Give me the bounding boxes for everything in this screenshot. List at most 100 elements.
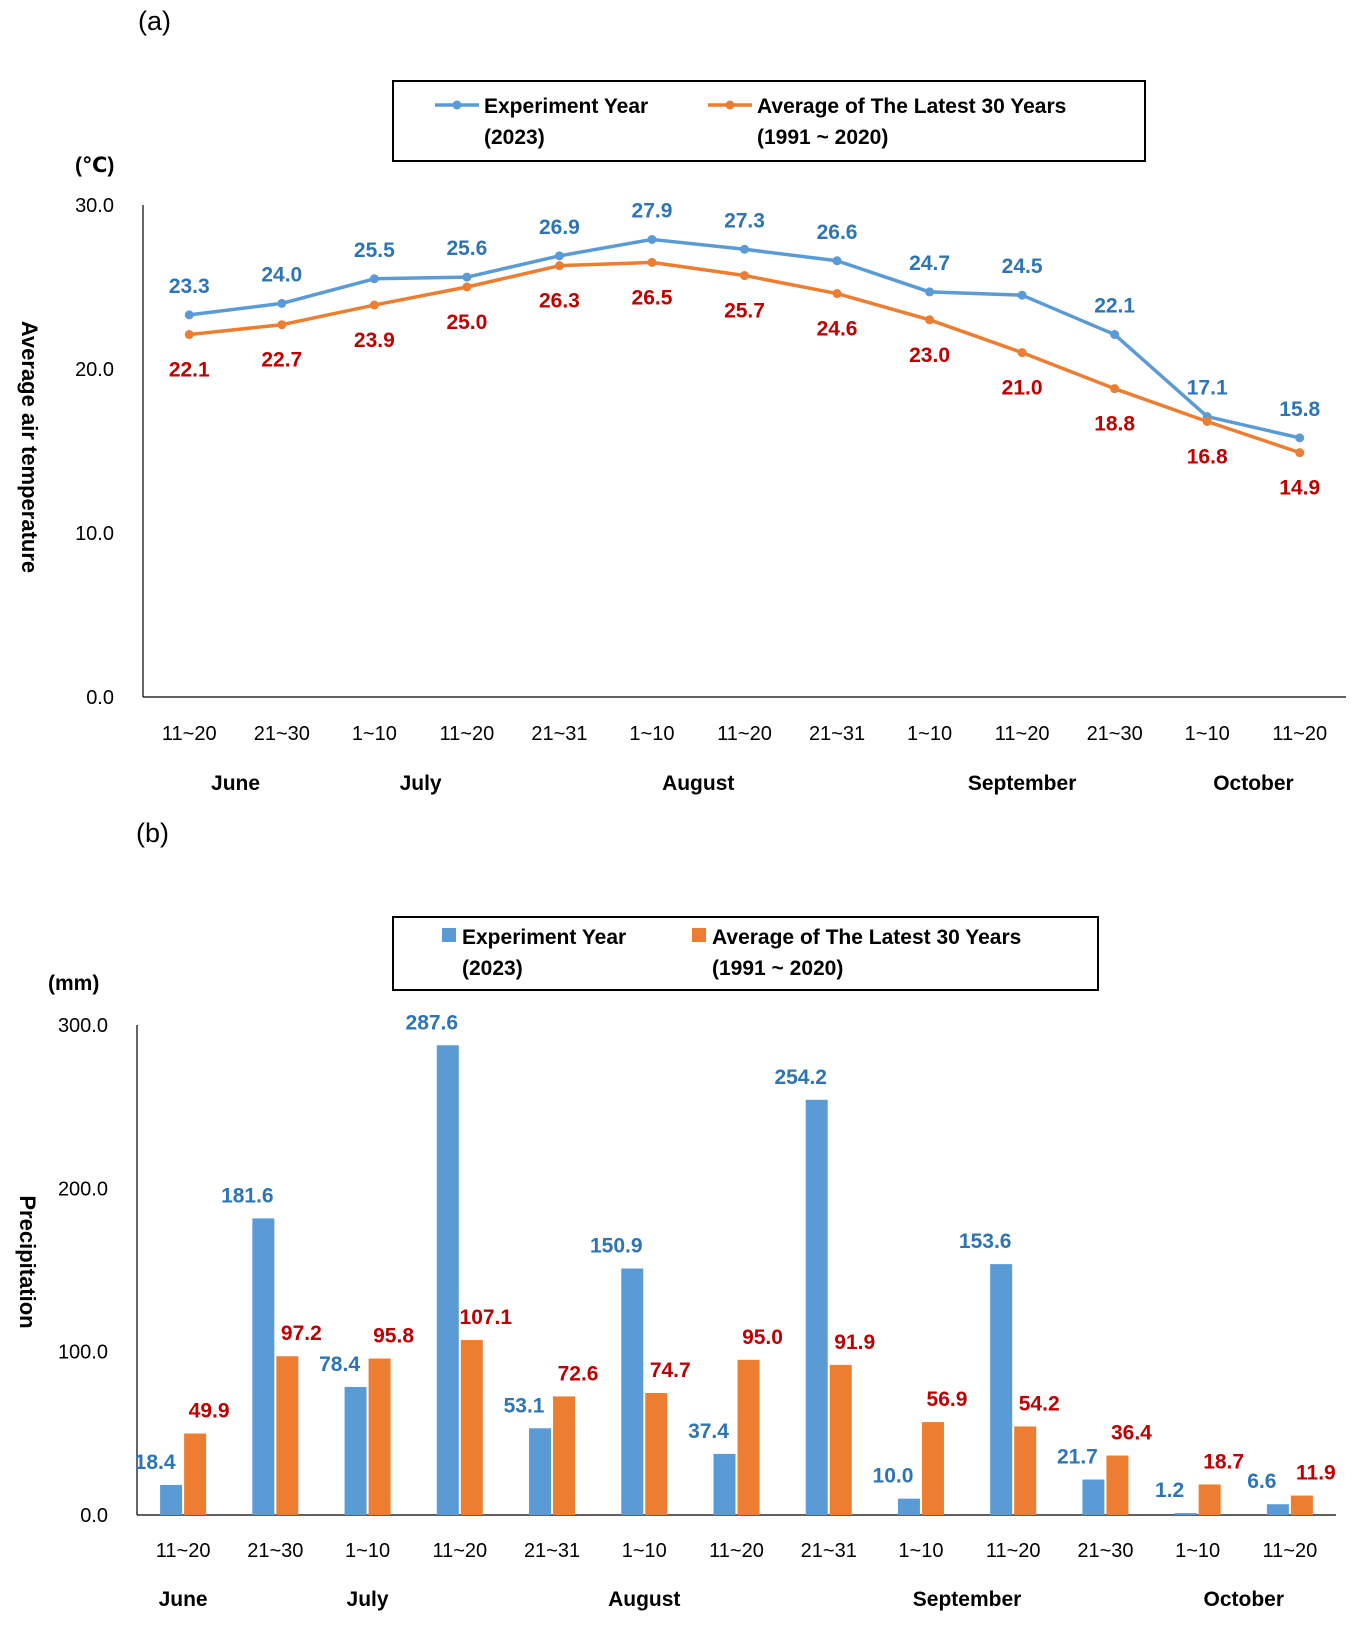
legend-a-experiment-label: Experiment Year	[484, 95, 648, 118]
average-data-label: 14.9	[1279, 477, 1320, 500]
legend-a-average-marker	[725, 100, 735, 110]
average-data-label: 23.0	[909, 344, 950, 367]
average-data-label: 21.0	[1002, 377, 1043, 400]
month-label: July	[400, 772, 442, 795]
average-data-label: 49.9	[189, 1399, 230, 1422]
month-label: August	[608, 1588, 680, 1611]
y-tick-label: 0.0	[80, 1505, 108, 1527]
experiment-bar	[1082, 1479, 1105, 1515]
x-tick-label: 11~20	[432, 1540, 487, 1562]
experiment-point	[925, 287, 935, 297]
average-point	[1110, 384, 1120, 394]
average-point	[740, 271, 749, 281]
average-bar	[1198, 1484, 1221, 1515]
temperature-chart: (a) Experiment Year (2023) Average of Th…	[17, 6, 1346, 795]
x-tick-label: 11~20	[156, 1540, 211, 1562]
experiment-data-label: 6.6	[1247, 1470, 1276, 1493]
experiment-data-label: 24.7	[909, 252, 950, 275]
plot-area-a: 0.0 10.0 20.0 30.0 11~20 21~30 1~10 11~20 21~31 1…	[75, 195, 1346, 795]
y-tick-label: 100.0	[58, 1342, 108, 1364]
average-point	[184, 330, 194, 340]
month-label: August	[662, 772, 734, 795]
month-label: June	[159, 1588, 208, 1611]
x-tick-label: 1~10	[907, 723, 952, 745]
y-tick-label: 300.0	[58, 1015, 108, 1037]
experiment-data-label: 181.6	[221, 1184, 274, 1207]
average-bar	[1106, 1455, 1129, 1515]
average-data-label: 74.7	[650, 1359, 691, 1382]
average-data-label: 22.7	[261, 349, 302, 372]
experiment-bar	[160, 1484, 183, 1515]
experiment-data-label: 25.6	[446, 237, 487, 260]
average-bar	[829, 1364, 852, 1515]
x-tick-label: 1~10	[1175, 1540, 1220, 1562]
x-tick-label: 1~10	[629, 723, 674, 745]
experiment-point	[1017, 290, 1027, 300]
average-data-label: 16.8	[1187, 445, 1228, 468]
panel-b-label: (b)	[136, 818, 169, 848]
experiment-point	[740, 244, 749, 254]
average-bar	[553, 1396, 576, 1515]
average-bar	[737, 1359, 760, 1515]
x-tick-label: 21~30	[247, 1540, 303, 1562]
experiment-data-label: 23.3	[169, 275, 210, 298]
month-label: September	[913, 1588, 1022, 1611]
experiment-bar	[990, 1264, 1013, 1515]
x-tick-label: 1~10	[345, 1540, 390, 1562]
x-tick-label: 1~10	[1185, 723, 1230, 745]
average-bar	[1290, 1495, 1313, 1515]
average-data-label: 18.8	[1094, 413, 1135, 436]
plot-area-b: 0.0 100.0 200.0 300.0 11~20 21~30 1~10 11~20 21~…	[58, 1011, 1336, 1611]
month-label: July	[347, 1588, 389, 1611]
legend-b	[392, 916, 1099, 991]
experiment-data-label: 37.4	[688, 1420, 729, 1443]
experiment-bar	[436, 1045, 459, 1515]
average-point	[277, 320, 287, 330]
precipitation-chart: (b) Experiment Year (2023) Average of Th…	[15, 818, 1336, 1611]
experiment-data-label: 287.6	[406, 1011, 459, 1034]
experiment-bar	[713, 1453, 736, 1515]
legend-b-average-swatch	[692, 928, 706, 942]
experiment-data-label: 22.1	[1094, 295, 1135, 318]
experiment-data-label: 26.6	[817, 221, 858, 244]
x-tick-label: 21~30	[1087, 723, 1143, 745]
experiment-data-label: 17.1	[1187, 377, 1228, 400]
average-data-label: 91.9	[834, 1331, 875, 1354]
legend-a	[392, 80, 1146, 162]
average-data-label: 56.9	[927, 1388, 968, 1411]
average-data-label: 95.0	[742, 1326, 783, 1349]
experiment-bar	[529, 1428, 552, 1515]
x-tick-label: 11~20	[162, 723, 217, 745]
experiment-bar	[1174, 1513, 1197, 1515]
x-tick-label: 11~20	[709, 1540, 764, 1562]
legend-a-average-label: Average of The Latest 30 Years	[757, 95, 1066, 118]
experiment-data-label: 26.9	[539, 216, 580, 239]
experiment-point	[462, 272, 472, 282]
legend-b-experiment-years: (2023)	[462, 957, 523, 980]
x-tick-label: 21~31	[801, 1540, 857, 1562]
y-tick-label: 10.0	[75, 523, 114, 545]
x-tick-label: 1~10	[622, 1540, 667, 1562]
average-bar	[184, 1433, 207, 1515]
x-tick-label: 1~10	[898, 1540, 943, 1562]
experiment-data-label: 153.6	[959, 1230, 1012, 1253]
experiment-bar	[252, 1218, 275, 1515]
y-tick-label: 0.0	[86, 687, 114, 709]
experiment-bar	[621, 1268, 644, 1515]
experiment-data-label: 1.2	[1155, 1479, 1184, 1502]
average-data-label: 72.6	[558, 1362, 599, 1385]
y-axis-title-b: Precipitation	[15, 1195, 40, 1328]
month-label: June	[211, 772, 260, 795]
average-bar	[921, 1422, 944, 1515]
average-point	[832, 289, 842, 299]
x-tick-label: 21~31	[524, 1540, 580, 1562]
average-point	[554, 261, 564, 271]
x-tick-label: 21~31	[531, 723, 587, 745]
legend-a-experiment-years: (2023)	[484, 126, 545, 149]
experiment-point	[184, 310, 194, 320]
legend-b-average-years: (1991 ~ 2020)	[712, 957, 843, 980]
experiment-point	[369, 274, 379, 284]
average-data-label: 25.0	[446, 311, 487, 334]
experiment-data-label: 21.7	[1057, 1446, 1098, 1469]
